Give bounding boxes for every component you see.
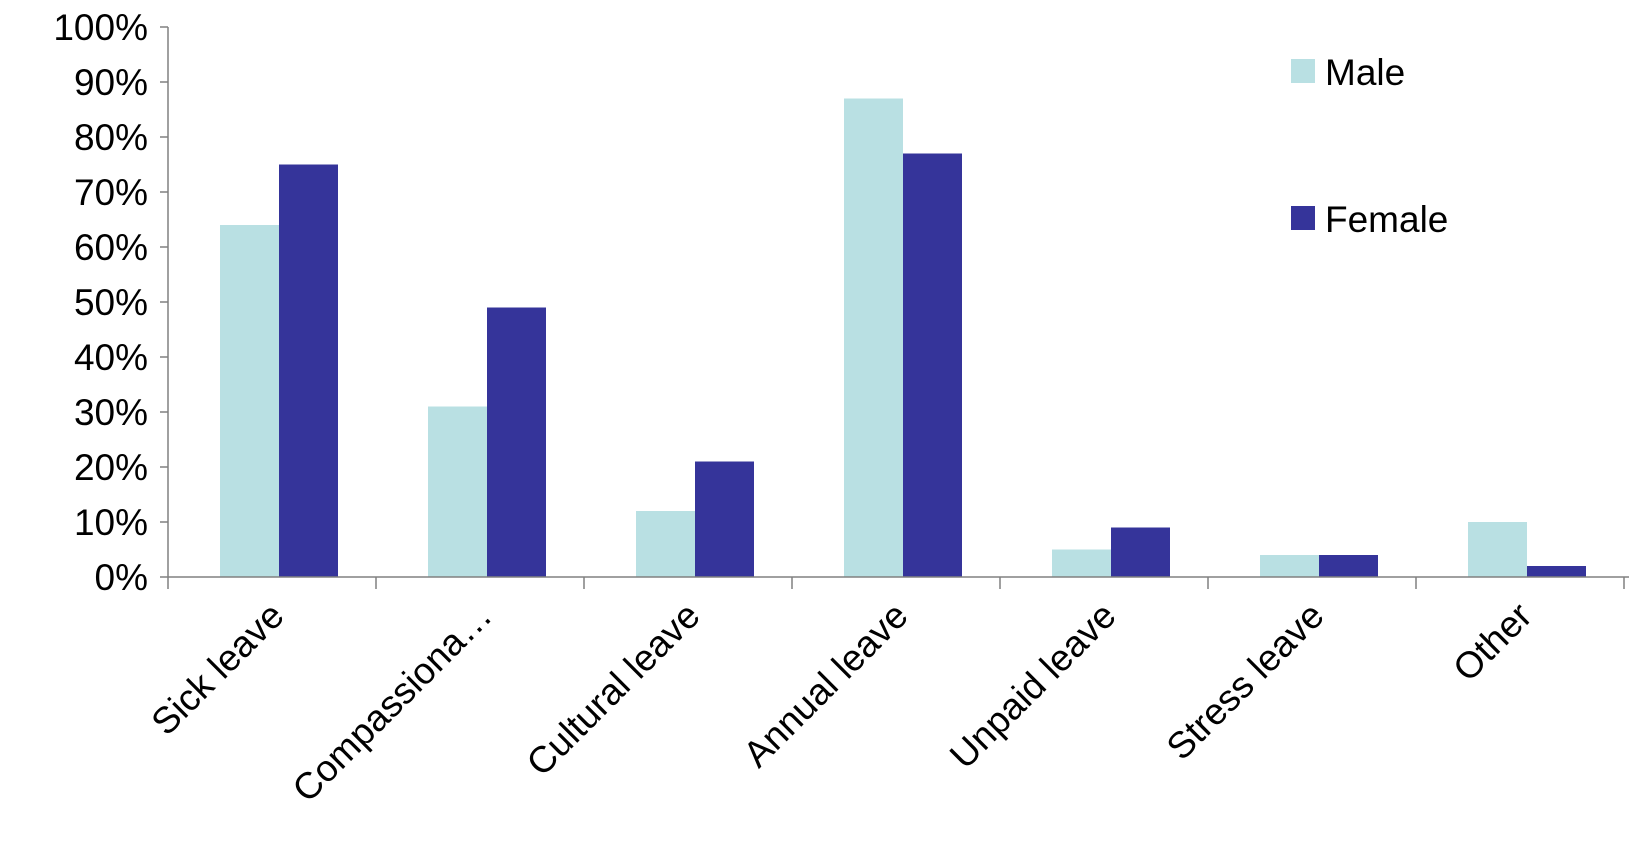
- legend-label-female: Female: [1325, 199, 1448, 240]
- y-tick-label: 50%: [74, 282, 148, 323]
- y-tick-label: 30%: [74, 392, 148, 433]
- bar-female-3: [903, 153, 962, 577]
- bars-layer: [220, 98, 1586, 577]
- bar-female-1: [487, 307, 546, 577]
- legend-label-male: Male: [1325, 52, 1405, 93]
- x-category-label: Other: [1445, 595, 1539, 689]
- bar-female-0: [279, 164, 338, 577]
- x-category-label: Unpaid leave: [942, 595, 1124, 777]
- bar-female-5: [1319, 555, 1378, 577]
- x-category-label: Sick leave: [143, 595, 291, 743]
- bar-male-4: [1052, 549, 1111, 577]
- y-tick-label: 0%: [95, 557, 148, 598]
- bar-male-2: [636, 511, 695, 577]
- bar-male-5: [1260, 555, 1319, 577]
- y-tick-label: 100%: [53, 7, 148, 48]
- y-tick-label: 90%: [74, 62, 148, 103]
- legend-swatch-female: [1291, 206, 1315, 230]
- bar-female-6: [1527, 566, 1586, 577]
- x-category-label: Stress leave: [1159, 595, 1332, 768]
- bar-female-4: [1111, 527, 1170, 577]
- y-tick-label: 20%: [74, 447, 148, 488]
- bar-male-3: [844, 98, 903, 577]
- x-category-label: Compassiona…: [285, 595, 500, 810]
- bar-male-1: [428, 406, 487, 577]
- y-tick-label: 60%: [74, 227, 148, 268]
- y-tick-label: 80%: [74, 117, 148, 158]
- legend-swatch-male: [1291, 59, 1315, 83]
- y-tick-label: 70%: [74, 172, 148, 213]
- bar-male-0: [220, 225, 279, 577]
- y-tick-label: 40%: [74, 337, 148, 378]
- y-tick-label: 10%: [74, 502, 148, 543]
- x-category-label: Cultural leave: [519, 595, 708, 784]
- bar-female-2: [695, 461, 754, 577]
- y-axis-ticks: 0% 10% 20% 30% 40% 50% 60% 70% 80% 90% 100%: [53, 7, 168, 598]
- legend: Male Female: [1291, 52, 1448, 240]
- bar-male-6: [1468, 522, 1527, 577]
- x-category-label: Annual leave: [735, 595, 915, 775]
